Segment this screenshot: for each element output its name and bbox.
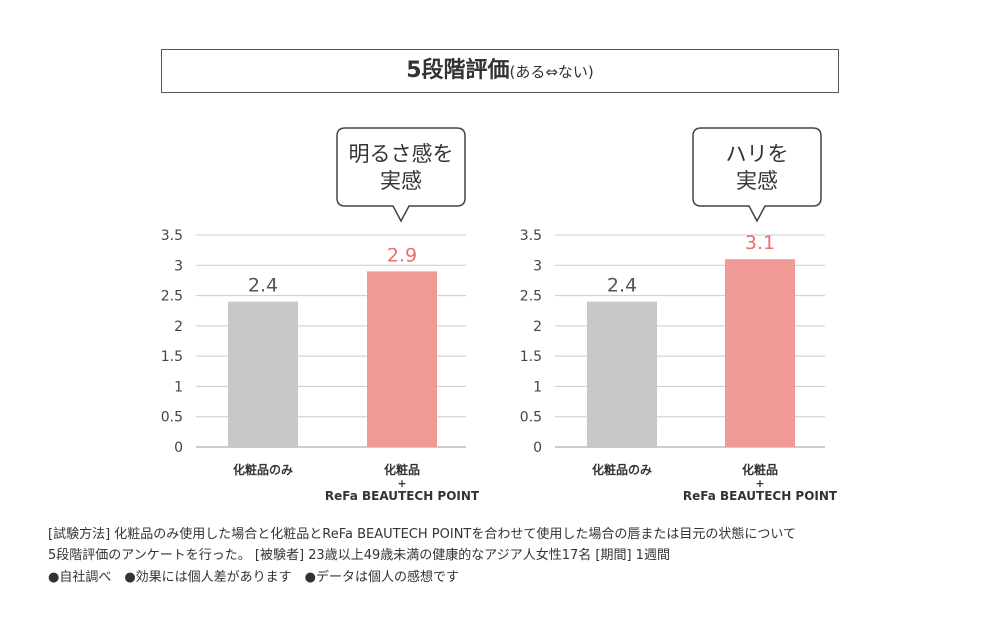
chart-title: 5段階評価 <box>406 58 510 83</box>
y-tick-label: 3.5 <box>161 228 183 244</box>
y-tick-label: 2.5 <box>161 289 183 305</box>
x-category-label: 化粧品 <box>384 462 420 477</box>
bar-value-label: 2.9 <box>387 244 417 266</box>
bar-value-label: 3.1 <box>745 232 775 254</box>
y-tick-label: 0 <box>533 440 542 456</box>
x-category-label: ReFa BEAUTECH POINT <box>683 489 838 503</box>
x-category-label: 化粧品のみ <box>592 462 652 477</box>
chart-title-sub: (ある⇔ない) <box>509 63 594 81</box>
y-tick-label: 1 <box>174 379 183 395</box>
y-tick-label: 1.5 <box>161 349 183 365</box>
callout-text: ハリを <box>726 142 789 166</box>
bar-value-label: 2.4 <box>248 275 278 297</box>
y-tick-label: 3 <box>174 258 183 274</box>
y-tick-label: 0 <box>174 440 183 456</box>
callout-bubble <box>336 127 466 223</box>
note-method: [試験方法] 化粧品のみ使用した場合と化粧品とReFa BEAUTECH POI… <box>48 527 796 542</box>
x-category-label: ReFa BEAUTECH POINT <box>325 489 480 503</box>
y-tick-label: 3.5 <box>520 228 542 244</box>
y-tick-label: 1 <box>533 379 542 395</box>
bar-cosmetics-refa <box>725 259 795 447</box>
callout-bubble <box>692 127 822 223</box>
y-tick-label: 2.5 <box>520 289 542 305</box>
y-tick-label: 2 <box>174 319 183 335</box>
y-tick-label: 2 <box>533 319 542 335</box>
callout-text: 明るさ感を <box>349 142 454 166</box>
bar-cosmetics-only <box>228 301 298 447</box>
chart-brightness: 3.5 3 2.5 2 1.5 1 0.5 0 2.4 化粧品のみ 2.9 化粧品+ReFa BEAU… <box>161 127 480 503</box>
bar-value-label: 2.4 <box>607 275 637 297</box>
chart-title-box: 5段階評価(ある⇔ない) <box>161 49 839 93</box>
callout-text: 実感 <box>380 169 422 193</box>
x-category-label: 化粧品のみ <box>233 462 293 477</box>
note-subjects: 5段階評価のアンケートを行った。 [被験者] 23歳以上49歳未満の健康的なアジ… <box>48 548 670 563</box>
bar-cosmetics-only <box>587 301 657 447</box>
callout-text: 実感 <box>736 169 778 193</box>
x-category-label: 化粧品 <box>742 462 778 477</box>
y-tick-label: 0.5 <box>520 410 542 426</box>
y-tick-label: 0.5 <box>161 410 183 426</box>
y-tick-label: 1.5 <box>520 349 542 365</box>
note-disclaimer: ●自社調べ ●効果には個人差があります ●データは個人の感想です <box>48 570 460 585</box>
y-tick-label: 3 <box>533 258 542 274</box>
x-category-label: + <box>755 477 764 490</box>
bar-cosmetics-refa <box>367 271 437 447</box>
chart-firmness: 3.5 3 2.5 2 1.5 1 0.5 0 2.4 化粧品のみ 3.1 化粧品+ReFa BEAU… <box>520 127 838 503</box>
x-category-label: + <box>397 477 406 490</box>
